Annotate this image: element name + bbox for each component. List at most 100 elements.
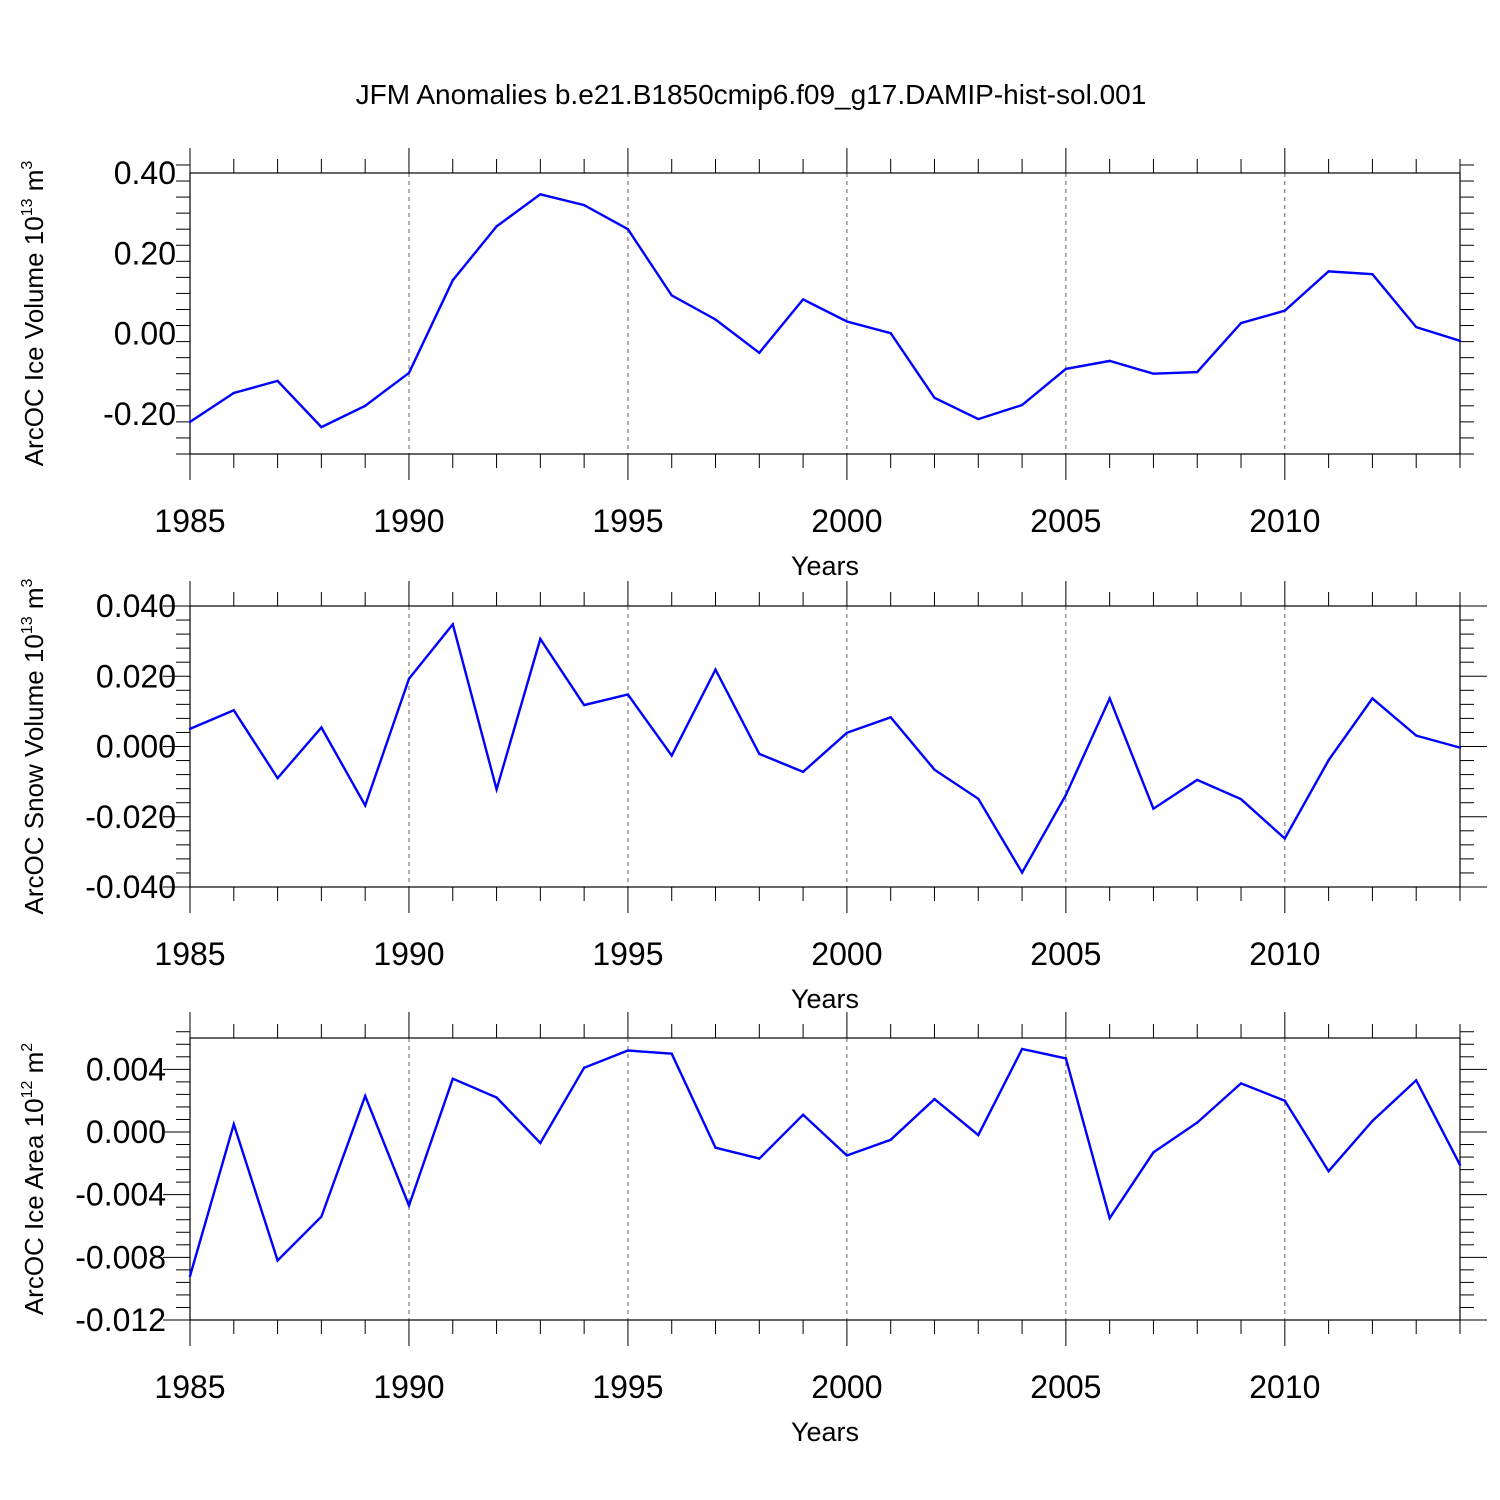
y-tick-label: -0.20 xyxy=(103,396,176,432)
x-tick-label-2000: 2000 xyxy=(811,503,882,539)
data-point xyxy=(714,318,717,321)
data-point xyxy=(670,754,673,757)
data-point xyxy=(1020,871,1024,874)
y-axis-label: ArcOC Ice Volume 1013 m3 xyxy=(19,161,49,467)
data-point xyxy=(845,1154,849,1157)
data-point xyxy=(495,1096,498,1099)
data-point xyxy=(539,1141,542,1145)
data-point xyxy=(758,351,761,355)
data-point xyxy=(276,379,279,383)
data-point xyxy=(1327,758,1330,762)
y-tick-label: 0.004 xyxy=(86,1051,166,1087)
y-axis-label: ArcOC Snow Volume 1013 m3 xyxy=(19,578,49,914)
data-point xyxy=(889,716,892,719)
x-tick-label-2010: 2010 xyxy=(1249,936,1320,972)
data-point xyxy=(451,1077,454,1080)
data-point xyxy=(670,294,673,297)
data-point xyxy=(1196,1121,1199,1124)
y-tick-label: -0.004 xyxy=(75,1177,166,1213)
data-point xyxy=(1415,325,1418,329)
data-point xyxy=(1196,370,1199,374)
data-point xyxy=(758,1157,761,1160)
data-point xyxy=(582,1066,586,1069)
x-tick-label-2010: 2010 xyxy=(1249,1369,1320,1405)
data-point xyxy=(276,776,279,780)
data-point xyxy=(977,417,980,421)
panel-3: 1985 1990 1995 2000 2005 2010 Years 0.004 0.000 -… xyxy=(19,1012,1487,1447)
data-point xyxy=(407,1204,411,1207)
x-axis-label: Years xyxy=(791,1417,859,1447)
data-point xyxy=(451,278,454,282)
chart-title: JFM Anomalies b.e21.B1850cmip6.f09_g17.D… xyxy=(356,79,1147,110)
x-tick-label-1990: 1990 xyxy=(373,1369,444,1405)
data-point xyxy=(933,768,936,771)
data-point xyxy=(495,788,498,791)
x-tick-label-1995: 1995 xyxy=(592,936,663,972)
x-tick-label-1985: 1985 xyxy=(154,503,225,539)
data-point xyxy=(232,391,235,395)
data-point xyxy=(1283,837,1287,840)
series-line xyxy=(189,621,1461,875)
x-tick-label-1990: 1990 xyxy=(373,936,444,972)
data-point xyxy=(363,804,367,807)
data-point xyxy=(933,396,936,399)
data-point xyxy=(539,193,542,196)
data-point xyxy=(758,752,761,756)
data-point xyxy=(1239,1082,1243,1085)
data-point xyxy=(977,1133,980,1137)
y-tick-label: 0.000 xyxy=(86,1114,166,1150)
x-tick-label-2005: 2005 xyxy=(1030,503,1101,539)
x-tick-label-2000: 2000 xyxy=(811,936,882,972)
data-point xyxy=(845,731,849,735)
data-point xyxy=(626,228,630,231)
data-point xyxy=(801,298,805,301)
data-point xyxy=(1371,1119,1374,1123)
data-point xyxy=(320,1215,323,1218)
data-point xyxy=(1458,746,1462,749)
x-tick-label-1990: 1990 xyxy=(373,503,444,539)
y-tick-label: 0.00 xyxy=(114,316,176,352)
data-point xyxy=(1108,359,1111,363)
plot-frame xyxy=(189,605,1461,888)
data-point xyxy=(1020,403,1024,407)
x-tick-label-1995: 1995 xyxy=(592,503,663,539)
data-point xyxy=(1196,778,1199,782)
data-point xyxy=(1283,1099,1287,1102)
series-line xyxy=(188,1047,1462,1277)
data-point xyxy=(188,727,192,731)
data-point xyxy=(232,709,235,712)
data-point xyxy=(1064,1057,1068,1060)
data-point xyxy=(1415,734,1418,737)
data-point xyxy=(363,1094,367,1098)
data-point xyxy=(1064,793,1068,797)
data-point xyxy=(714,1146,717,1149)
data-point xyxy=(582,203,586,207)
data-point xyxy=(626,693,630,696)
data-point xyxy=(1152,1151,1155,1154)
data-point xyxy=(1458,1163,1462,1167)
data-point xyxy=(1327,270,1330,273)
x-tick-label-2010: 2010 xyxy=(1249,503,1320,539)
data-point xyxy=(933,1097,936,1101)
x-tick-label-1995: 1995 xyxy=(592,1369,663,1405)
data-point xyxy=(1415,1079,1418,1082)
x-tick-label-2000: 2000 xyxy=(811,1369,882,1405)
data-point xyxy=(407,677,411,680)
data-point xyxy=(889,331,892,335)
plot-frame xyxy=(189,172,1461,455)
data-point xyxy=(451,623,454,626)
y-tick-label: -0.020 xyxy=(85,799,176,835)
y-tick-label: 0.020 xyxy=(96,658,176,694)
data-point xyxy=(320,425,323,429)
y-tick-label: -0.008 xyxy=(75,1239,166,1275)
x-tick-label-2005: 2005 xyxy=(1030,1369,1101,1405)
data-point xyxy=(845,320,849,323)
data-point xyxy=(1152,372,1155,375)
data-point xyxy=(407,371,411,375)
y-tick-label: 0.000 xyxy=(96,729,176,765)
data-point xyxy=(714,668,717,671)
data-point xyxy=(1458,339,1462,342)
data-point xyxy=(1020,1047,1024,1051)
y-tick-label: -0.040 xyxy=(85,869,176,905)
